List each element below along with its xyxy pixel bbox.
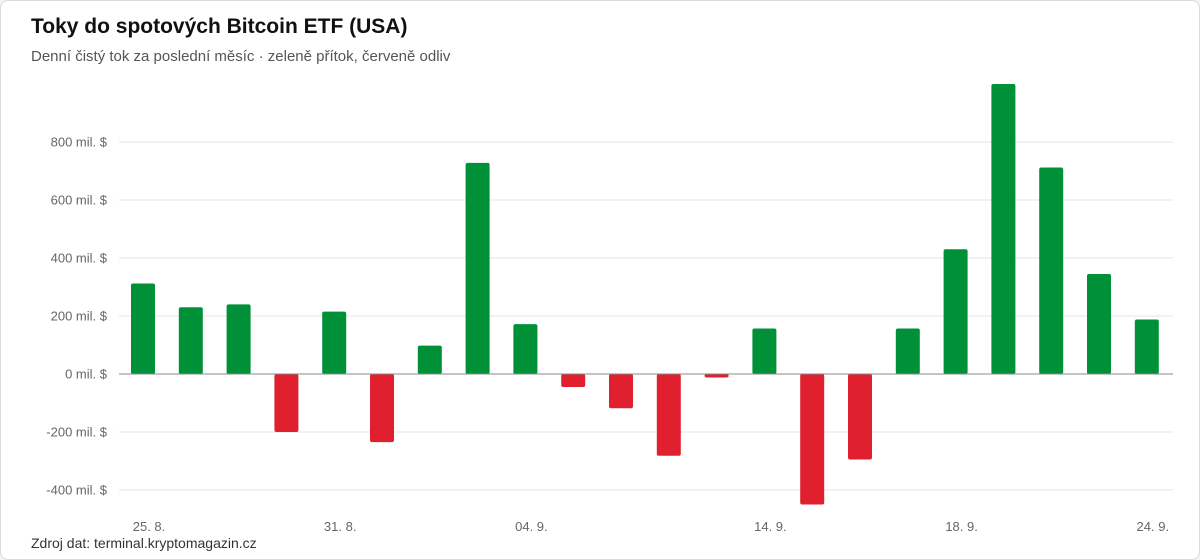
inflow-bar (991, 84, 1016, 374)
inflow-bar (513, 324, 538, 374)
x-tick-label: 14. 9. (754, 519, 787, 534)
chart-title: Toky do spotových Bitcoin ETF (USA) (31, 15, 408, 38)
outflow-bar (848, 374, 872, 460)
inflow-bar (226, 304, 251, 374)
inflow-bar (178, 307, 203, 374)
y-tick-label: 600 mil. $ (51, 193, 108, 208)
inflow-bar (1039, 167, 1064, 374)
outflow-bar (274, 374, 299, 432)
inflow-bar (1087, 273, 1111, 374)
y-tick-label: 200 mil. $ (51, 309, 108, 324)
inflow-bar (1134, 319, 1159, 374)
x-tick-label: 31. 8. (324, 519, 357, 534)
x-tick-label: 24. 9. (1137, 519, 1170, 534)
y-tick-label: -400 mil. $ (46, 483, 107, 498)
bar-layer (131, 84, 1159, 505)
inflow-bar (322, 311, 347, 374)
outflow-bar (370, 374, 394, 443)
outflow-bar (704, 374, 729, 378)
axis-layer: 800 mil. $ 600 mil. $ 400 mil. $ 200 mil. $… (46, 135, 1173, 534)
data-source: Zdroj dat: terminal.kryptomagazin.cz (31, 535, 257, 551)
inflow-bar (417, 345, 442, 374)
inflow-bar (943, 249, 968, 374)
inflow-bar (895, 328, 920, 374)
outflow-bar (800, 374, 825, 505)
inflow-bar (131, 283, 155, 374)
y-tick-label: -200 mil. $ (46, 425, 107, 440)
x-tick-label: 25. 8. (133, 519, 166, 534)
outflow-bar (609, 374, 633, 409)
chart-subtitle: Denní čistý tok za poslední měsíc · zele… (31, 48, 451, 65)
outflow-bar (561, 374, 586, 388)
y-tick-label: 800 mil. $ (51, 135, 108, 150)
x-tick-label: 18. 9. (945, 519, 978, 534)
y-tick-label: 0 mil. $ (65, 367, 108, 382)
inflow-bar (752, 328, 777, 374)
inflow-bar (465, 162, 490, 374)
y-tick-label: 400 mil. $ (51, 251, 108, 266)
outflow-bar (656, 374, 681, 456)
x-tick-label: 04. 9. (515, 519, 548, 534)
